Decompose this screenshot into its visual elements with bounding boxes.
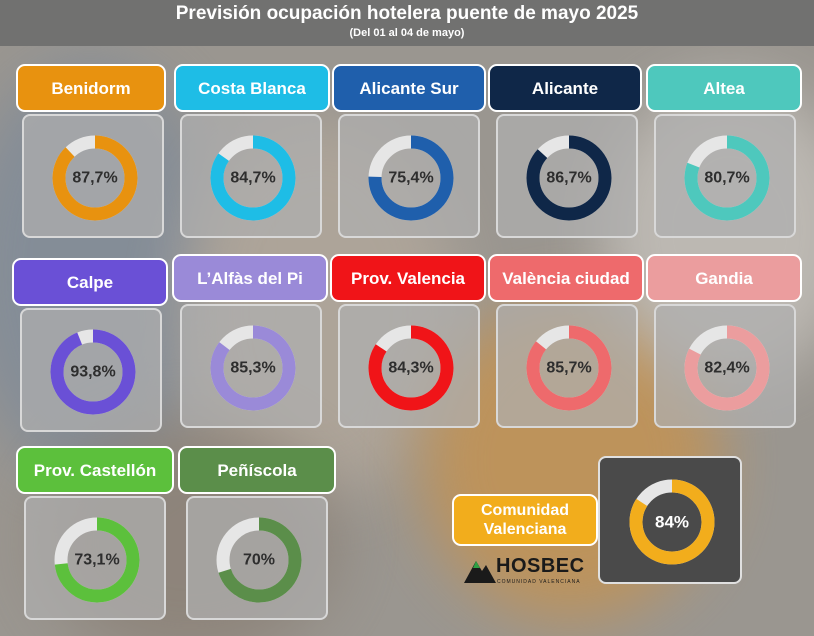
donut-chart-calpe: 93,8% <box>50 329 136 415</box>
donut-arc-prov-valencia <box>368 325 454 411</box>
donut-chart-benidorm: 87,7% <box>52 135 138 221</box>
donut-card-gandia: 82,4% <box>654 304 796 428</box>
page-subtitle: (Del 01 al 04 de mayo) <box>349 27 465 39</box>
donut-arc-calpe <box>50 329 136 415</box>
donut-arc-alicante <box>526 135 612 221</box>
donut-card-valencia-ciudad: 85,7% <box>496 304 638 428</box>
logo-tagline: COMUNIDAD VALENCIANA <box>497 579 581 585</box>
donut-chart-comunidad-valenciana: 84% <box>629 479 715 565</box>
page-title: Previsión ocupación hotelera puente de m… <box>175 3 639 24</box>
label-altea: Altea <box>646 64 802 112</box>
value-label-costa-blanca: 84,7% <box>230 170 275 187</box>
donut-arc-alicante-sur <box>368 135 454 221</box>
label-prov-castellon: Prov. Castellón <box>16 446 174 494</box>
donut-card-altea: 80,7% <box>654 114 796 238</box>
value-label-alicante: 86,7% <box>546 170 591 187</box>
value-label-prov-castellon: 73,1% <box>74 552 119 569</box>
value-label-prov-valencia: 84,3% <box>388 360 433 377</box>
value-label-calpe: 93,8% <box>70 364 115 381</box>
label-comunidad-valenciana: Comunidad Valenciana <box>452 494 598 546</box>
donut-chart-valencia-ciudad: 85,7% <box>526 325 612 411</box>
label-prov-valencia: Prov. Valencia <box>330 254 486 302</box>
donut-card-alicante-sur: 75,4% <box>338 114 480 238</box>
value-label-comunidad-valenciana: 84% <box>655 513 689 532</box>
donut-chart-gandia: 82,4% <box>684 325 770 411</box>
donut-arc-prov-castellon <box>54 517 140 603</box>
mountain-icon <box>464 561 496 583</box>
donut-chart-prov-castellon: 73,1% <box>54 517 140 603</box>
donut-card-prov-castellon: 73,1% <box>24 496 166 620</box>
donut-chart-prov-valencia: 84,3% <box>368 325 454 411</box>
label-costa-blanca: Costa Blanca <box>174 64 330 112</box>
donut-chart-costa-blanca: 84,7% <box>210 135 296 221</box>
hosbec-logo: HOSBEC COMUNIDAD VALENCIANA <box>464 555 594 589</box>
value-label-benidorm: 87,7% <box>72 170 117 187</box>
donut-card-peniscola: 70% <box>186 496 328 620</box>
label-valencia-ciudad: València ciudad <box>488 254 644 302</box>
donut-arc-benidorm <box>52 135 138 221</box>
donut-arc-l-alfas-del-pi <box>210 325 296 411</box>
value-label-altea: 80,7% <box>704 170 749 187</box>
donut-card-comunidad-valenciana: 84% <box>598 456 742 584</box>
donut-card-costa-blanca: 84,7% <box>180 114 322 238</box>
value-label-alicante-sur: 75,4% <box>388 170 433 187</box>
donut-chart-peniscola: 70% <box>216 517 302 603</box>
donut-card-calpe: 93,8% <box>20 308 162 432</box>
label-benidorm: Benidorm <box>16 64 166 112</box>
donut-chart-altea: 80,7% <box>684 135 770 221</box>
label-l-alfas-del-pi: L’Alfàs del Pi <box>172 254 328 302</box>
donut-card-benidorm: 87,7% <box>22 114 164 238</box>
donut-arc-comunidad-valenciana <box>629 479 715 565</box>
label-calpe: Calpe <box>12 258 168 306</box>
donut-arc-valencia-ciudad <box>526 325 612 411</box>
value-label-l-alfas-del-pi: 85,3% <box>230 360 275 377</box>
label-alicante-sur: Alicante Sur <box>332 64 486 112</box>
header-bar: Previsión ocupación hotelera puente de m… <box>0 0 814 46</box>
donut-arc-costa-blanca <box>210 135 296 221</box>
donut-card-prov-valencia: 84,3% <box>338 304 480 428</box>
logo-brand: HOSBEC <box>496 555 585 577</box>
donut-arc-altea <box>684 135 770 221</box>
donut-chart-l-alfas-del-pi: 85,3% <box>210 325 296 411</box>
value-label-peniscola: 70% <box>243 552 275 569</box>
donut-card-l-alfas-del-pi: 85,3% <box>180 304 322 428</box>
label-gandia: Gandia <box>646 254 802 302</box>
label-alicante: Alicante <box>488 64 642 112</box>
donut-arc-gandia <box>684 325 770 411</box>
donut-card-alicante: 86,7% <box>496 114 638 238</box>
donut-chart-alicante: 86,7% <box>526 135 612 221</box>
donut-arc-peniscola <box>216 517 302 603</box>
value-label-gandia: 82,4% <box>704 360 749 377</box>
value-label-valencia-ciudad: 85,7% <box>546 360 591 377</box>
label-peniscola: Peñíscola <box>178 446 336 494</box>
donut-chart-alicante-sur: 75,4% <box>368 135 454 221</box>
